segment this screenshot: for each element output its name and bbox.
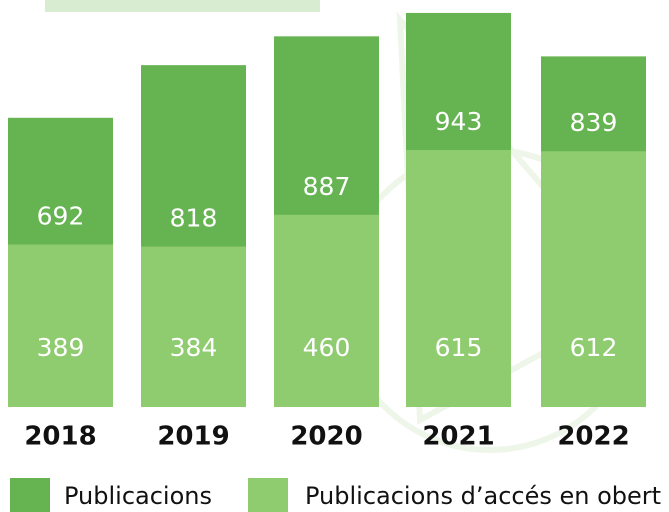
x-tick-label: 2021 bbox=[422, 422, 494, 452]
value-label: 692 bbox=[37, 201, 85, 230]
legend-label: Publicacions bbox=[64, 482, 212, 510]
bar bbox=[141, 246, 246, 407]
x-tick-label: 2020 bbox=[290, 422, 362, 452]
legend-label: Publicacions d’accés en obert bbox=[305, 482, 661, 510]
value-label: 389 bbox=[37, 333, 85, 362]
value-label: 887 bbox=[303, 172, 351, 201]
x-tick-label: 2019 bbox=[157, 422, 229, 452]
legend-swatch bbox=[10, 478, 50, 512]
x-tick-label: 2022 bbox=[557, 422, 629, 452]
x-tick-label: 2018 bbox=[24, 422, 96, 452]
bar bbox=[541, 151, 646, 407]
value-label: 615 bbox=[435, 333, 483, 362]
bar bbox=[8, 244, 113, 407]
value-label: 460 bbox=[303, 333, 351, 362]
value-label: 384 bbox=[170, 333, 218, 362]
value-label: 943 bbox=[435, 107, 483, 136]
value-label: 839 bbox=[570, 108, 618, 137]
bar bbox=[274, 214, 379, 407]
legend-swatch bbox=[248, 478, 288, 512]
value-label: 612 bbox=[570, 333, 618, 362]
bar bbox=[406, 149, 511, 407]
value-label: 818 bbox=[170, 204, 218, 233]
